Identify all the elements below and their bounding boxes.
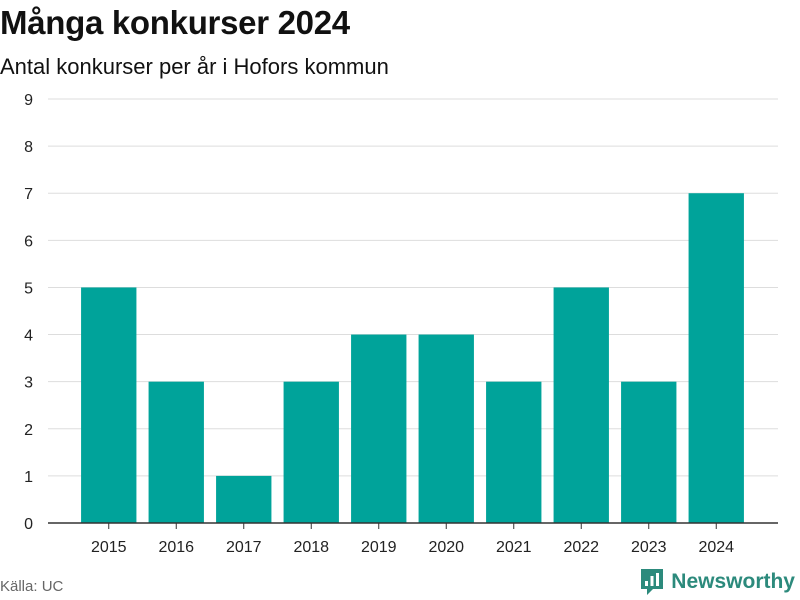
x-tick-label: 2021 <box>496 539 532 556</box>
source-note: Källa: UC <box>0 578 64 595</box>
bar <box>148 381 204 523</box>
bar <box>283 381 339 523</box>
chart-subtitle: Antal konkurser per år i Hofors kommun <box>0 54 389 79</box>
bar <box>621 381 677 523</box>
x-tick-label: 2023 <box>631 539 667 556</box>
newsworthy-logo-icon <box>641 569 664 595</box>
y-tick-label: 2 <box>24 422 33 439</box>
x-tick-label: 2024 <box>698 539 734 556</box>
y-tick-label: 5 <box>24 280 33 297</box>
x-tick-label: 2015 <box>91 539 127 556</box>
x-tick-label: 2022 <box>563 539 599 556</box>
y-tick-label: 6 <box>24 233 33 250</box>
x-tick-label: 2020 <box>428 539 464 556</box>
y-tick-label: 8 <box>24 139 33 156</box>
y-tick-label: 0 <box>24 516 33 533</box>
chart-title: Många konkurser 2024 <box>0 4 350 41</box>
brand-logo: Newsworthy <box>640 568 795 596</box>
x-tick-label: 2016 <box>158 539 194 556</box>
x-tick-label: 2018 <box>293 539 329 556</box>
bar <box>216 475 272 523</box>
brand-name: Newsworthy <box>671 570 795 593</box>
bar <box>688 193 744 523</box>
bar <box>418 334 474 523</box>
y-tick-label: 9 <box>24 92 33 109</box>
x-tick-label: 2017 <box>226 539 262 556</box>
y-tick-label: 4 <box>24 328 33 345</box>
bar <box>81 287 137 523</box>
bar <box>486 381 542 523</box>
bar <box>351 334 407 523</box>
bar <box>553 287 609 523</box>
y-tick-label: 3 <box>24 375 33 392</box>
x-tick-label: 2019 <box>361 539 397 556</box>
y-tick-label: 7 <box>24 186 33 203</box>
y-tick-label: 1 <box>24 469 33 486</box>
